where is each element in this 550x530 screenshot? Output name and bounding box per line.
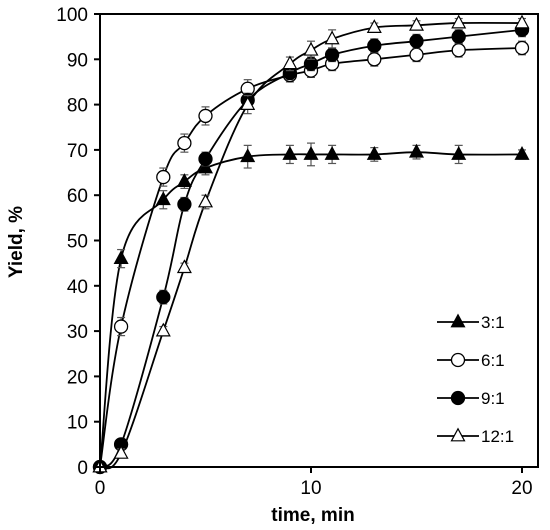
- y-axis-title: Yield, %: [6, 206, 27, 278]
- data-point: [408, 16, 425, 31]
- legend-item: 12:1: [437, 427, 514, 446]
- x-axis-title: time, min: [271, 505, 354, 526]
- series-4: [92, 14, 530, 473]
- data-point: [514, 145, 530, 160]
- data-point: [240, 96, 256, 111]
- legend-item: 3:1: [437, 313, 505, 332]
- legend-marker: [450, 390, 466, 406]
- data-point: [240, 148, 256, 163]
- data-point: [177, 197, 192, 212]
- x-tick-label: 10: [300, 478, 321, 499]
- data-point: [367, 52, 382, 67]
- data-point: [176, 173, 192, 188]
- data-point: [367, 38, 382, 53]
- legend-item: 6:1: [437, 351, 505, 370]
- data-point: [282, 145, 298, 160]
- data-point: [409, 47, 424, 62]
- legend-label: 6:1: [481, 351, 505, 370]
- legend-label: 9:1: [481, 389, 505, 408]
- legend-label: 12:1: [481, 427, 514, 446]
- x-tick-label: 20: [511, 478, 532, 499]
- data-point: [514, 14, 530, 29]
- data-point: [451, 14, 467, 29]
- legend-marker: [450, 427, 466, 442]
- legend-marker: [450, 313, 466, 328]
- y-tick-label: 20: [67, 367, 88, 388]
- series-3: [92, 22, 530, 475]
- y-tick-label: 10: [67, 413, 88, 434]
- data-point: [409, 34, 424, 49]
- data-point: [514, 40, 530, 56]
- data-point: [324, 145, 340, 160]
- data-point: [156, 289, 171, 305]
- data-point: [408, 143, 425, 158]
- y-tick-label: 30: [67, 322, 88, 343]
- y-tick-label: 60: [67, 186, 88, 207]
- y-tick-label: 100: [56, 5, 88, 26]
- data-point: [198, 108, 213, 124]
- y-tick-label: 90: [67, 50, 88, 71]
- legend: 3:1 6:1 9:1 12:1: [437, 313, 514, 446]
- data-point: [177, 135, 192, 151]
- y-tick-label: 80: [67, 96, 88, 117]
- data-point: [176, 259, 192, 274]
- data-point: [155, 191, 171, 206]
- y-tick-label: 50: [67, 232, 88, 253]
- data-point: [197, 159, 214, 174]
- legend-marker: [450, 352, 466, 368]
- data-point: [197, 193, 214, 208]
- data-point: [198, 151, 213, 167]
- data-point: [303, 145, 319, 160]
- data-point: [156, 169, 171, 185]
- y-tick-label: 70: [67, 141, 88, 162]
- y-tick-label: 40: [67, 277, 88, 298]
- data-point: [451, 29, 466, 44]
- data-point: [113, 444, 129, 459]
- series-1: [92, 142, 530, 473]
- data-point: [451, 145, 467, 160]
- data-point: [282, 55, 298, 70]
- data-point: [324, 47, 340, 62]
- data-point: [451, 43, 466, 58]
- data-point: [303, 41, 319, 56]
- data-point: [155, 322, 171, 337]
- plot-frame: [99, 13, 539, 468]
- series-2: [92, 40, 530, 475]
- data-point: [113, 250, 129, 265]
- legend-label: 3:1: [481, 313, 505, 332]
- y-tick-label: 0: [77, 458, 88, 479]
- data-point: [113, 319, 129, 334]
- data-point: [366, 145, 382, 160]
- legend-item: 9:1: [437, 389, 505, 408]
- data-point: [324, 30, 340, 45]
- x-tick-label: 0: [95, 478, 106, 499]
- data-point: [366, 19, 382, 33]
